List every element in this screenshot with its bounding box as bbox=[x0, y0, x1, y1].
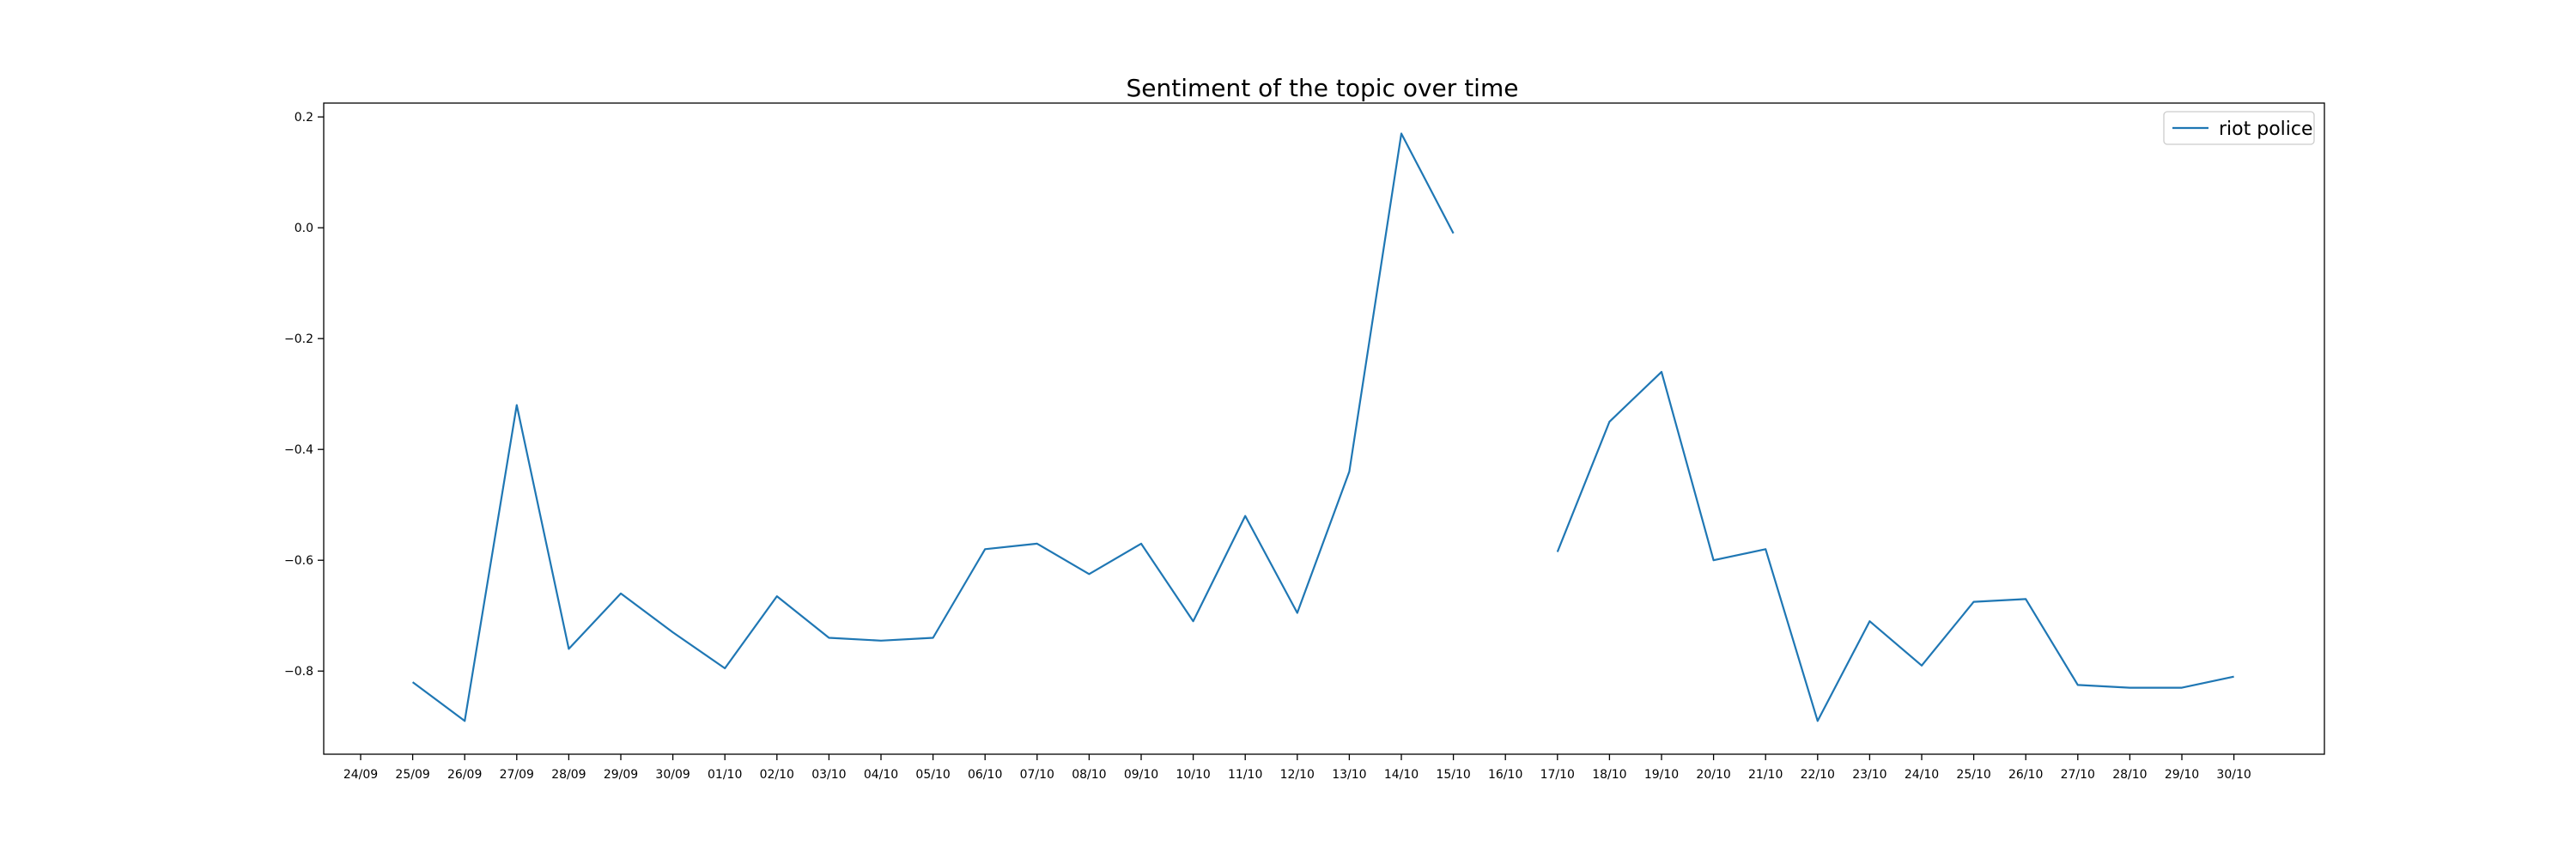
x-tick-label: 01/10 bbox=[708, 768, 742, 782]
x-tick-label: 27/09 bbox=[500, 768, 534, 782]
x-tick-label: 21/10 bbox=[1748, 768, 1783, 782]
x-tick-label: 26/09 bbox=[447, 768, 482, 782]
x-axis: 24/09 25/09 26/09 27/09 28/09 29/09 30/09 01/10… bbox=[343, 754, 2251, 782]
x-tick-label: 12/10 bbox=[1280, 768, 1315, 782]
y-tick-label: 0.2 bbox=[295, 111, 313, 125]
x-tick-label: 28/09 bbox=[551, 768, 586, 782]
x-tick-label: 18/10 bbox=[1592, 768, 1626, 782]
x-tick-label: 30/09 bbox=[655, 768, 690, 782]
x-tick-label: 17/10 bbox=[1540, 768, 1575, 782]
x-tick-label: 09/10 bbox=[1124, 768, 1158, 782]
legend-label: riot police bbox=[2219, 119, 2313, 140]
y-tick-label: 0.0 bbox=[295, 222, 313, 235]
x-tick-label: 11/10 bbox=[1228, 768, 1262, 782]
x-tick-label: 20/10 bbox=[1696, 768, 1730, 782]
series-line bbox=[1556, 370, 2234, 722]
x-tick-label: 22/10 bbox=[1801, 768, 1835, 782]
chart-title: Sentiment of the topic over time bbox=[1127, 74, 1519, 102]
x-tick-label: 25/10 bbox=[1956, 768, 1990, 782]
x-tick-label: 27/10 bbox=[2061, 768, 2095, 782]
y-tick-label: −0.2 bbox=[284, 332, 313, 346]
y-axis: 0.2 0.0 −0.2 −0.4 −0.6 −0.8 bbox=[284, 111, 324, 679]
x-tick-label: 26/10 bbox=[2008, 768, 2043, 782]
x-tick-label: 02/10 bbox=[760, 768, 794, 782]
plot-frame bbox=[323, 102, 2325, 755]
x-tick-label: 16/10 bbox=[1488, 768, 1522, 782]
x-tick-label: 10/10 bbox=[1176, 768, 1210, 782]
x-tick-label: 19/10 bbox=[1644, 768, 1679, 782]
x-tick-label: 28/10 bbox=[2112, 768, 2147, 782]
plot-area bbox=[323, 102, 2325, 755]
x-tick-label: 24/10 bbox=[1905, 768, 1939, 782]
x-tick-label: 07/10 bbox=[1020, 768, 1054, 782]
x-tick-label: 14/10 bbox=[1384, 768, 1419, 782]
legend-box bbox=[2163, 111, 2315, 145]
legend: riot police bbox=[2163, 111, 2315, 145]
x-tick-label: 03/10 bbox=[811, 768, 846, 782]
series-line bbox=[411, 132, 1455, 722]
y-tick-label: −0.4 bbox=[284, 443, 313, 457]
x-tick-label: 15/10 bbox=[1436, 768, 1470, 782]
y-tick-label: −0.8 bbox=[284, 665, 313, 679]
x-tick-label: 30/10 bbox=[2216, 768, 2251, 782]
series-group bbox=[411, 132, 2234, 722]
x-tick-label: 06/10 bbox=[968, 768, 1002, 782]
x-tick-label: 25/09 bbox=[395, 768, 429, 782]
x-tick-label: 29/09 bbox=[604, 768, 638, 782]
x-tick-label: 08/10 bbox=[1072, 768, 1106, 782]
x-tick-label: 04/10 bbox=[864, 768, 898, 782]
y-tick-label: −0.6 bbox=[284, 554, 313, 568]
x-tick-label: 23/10 bbox=[1852, 768, 1886, 782]
x-tick-label: 24/09 bbox=[343, 768, 378, 782]
x-tick-label: 13/10 bbox=[1332, 768, 1366, 782]
x-tick-label: 05/10 bbox=[915, 768, 950, 782]
x-tick-label: 29/10 bbox=[2165, 768, 2199, 782]
